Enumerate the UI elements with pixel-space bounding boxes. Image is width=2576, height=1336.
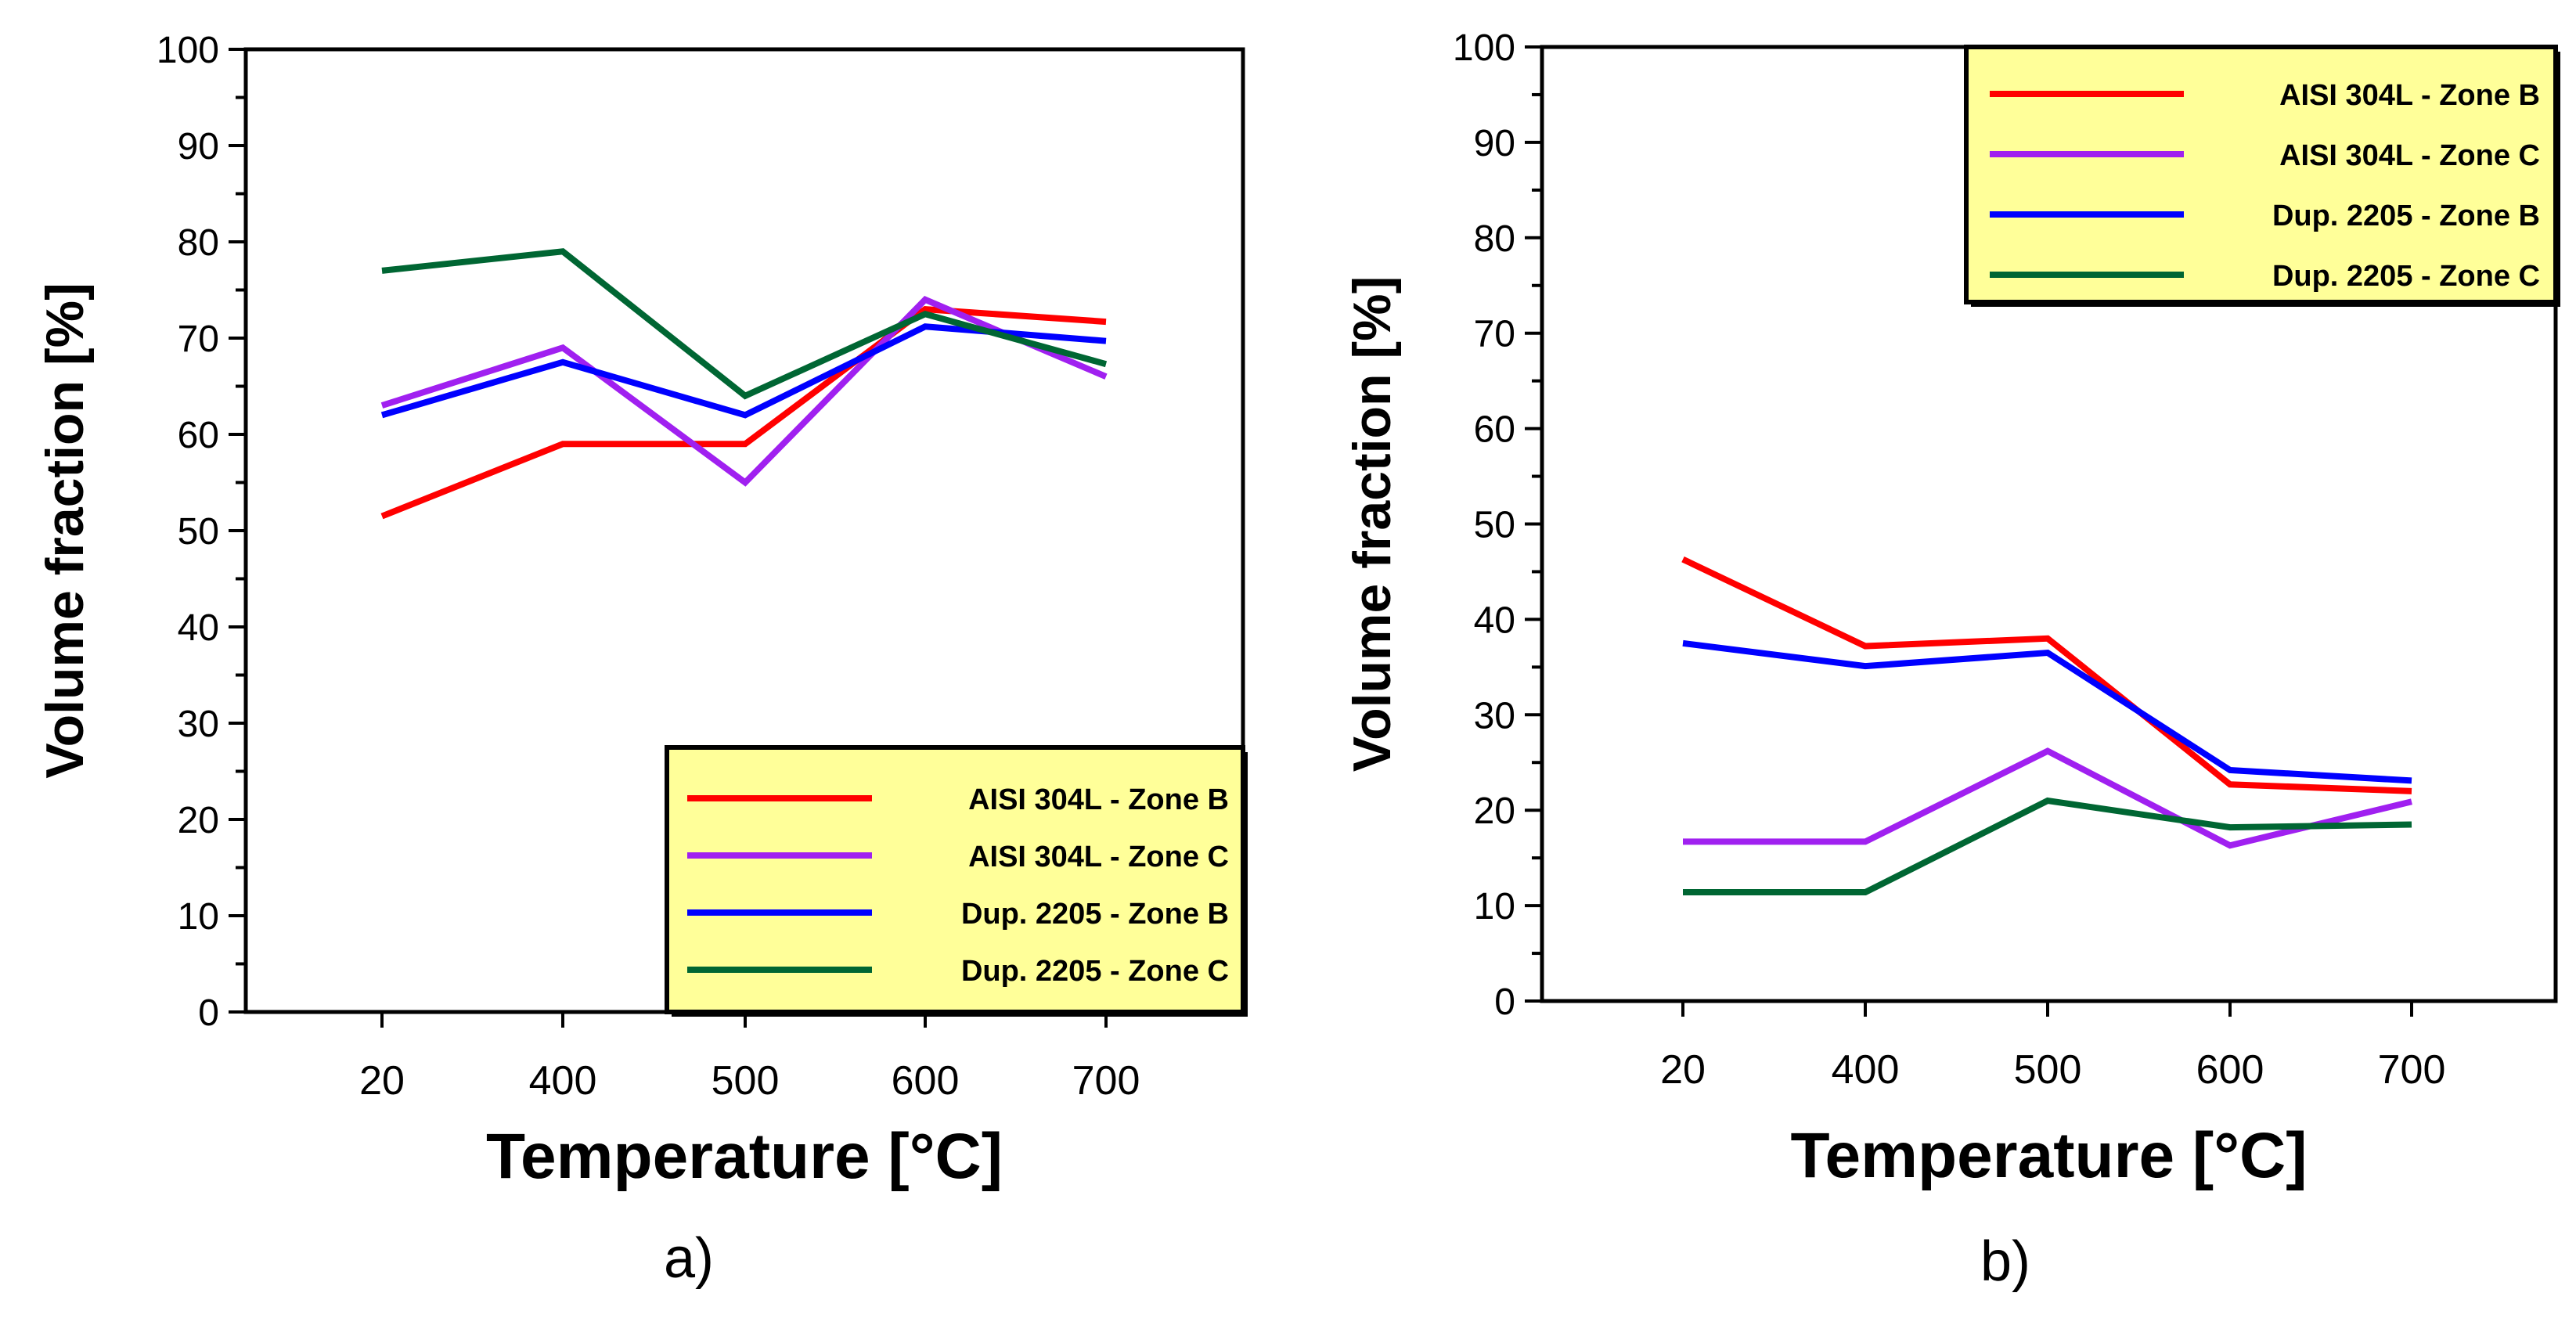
x-tick-label: 400 [1832,1047,1900,1093]
series-line [1681,556,2412,794]
panel-label: b) [1980,1230,2030,1293]
legend-entry: AISI 304L - Zone C [2279,139,2540,172]
y-tick-label: 0 [198,992,219,1034]
series-line [1683,797,2412,896]
legend-entry: Dup. 2205 - Zone C [961,955,1229,988]
x-tick-label: 500 [712,1058,780,1104]
y-tick-label: 30 [1474,695,1515,736]
x-axis-title: Temperature [°C] [486,1121,1003,1192]
y-tick-label: 30 [178,704,219,745]
series-aisi-304l-zone-c [380,296,1108,487]
y-tick-label: 90 [1474,123,1515,164]
series-line [1682,639,2412,784]
y-tick-label: 50 [178,511,219,553]
chart-panel-b: 0 10 20 30 40 50 60 70 80 90 100 20 400 500 600 700 Temp… [1342,27,2560,1293]
x-tick-label: 700 [1072,1058,1140,1104]
legend-box [1964,45,2558,304]
legend-entry: Dup. 2205 - Zone B [2272,200,2540,232]
series-aisi-304l-zone-b [380,306,1107,520]
y-tick-label: 20 [1474,790,1515,832]
legend-entry: AISI 304L - Zone B [968,783,1229,816]
x-tick-label: 700 [2378,1047,2446,1093]
series-aisi-304l-zone-b [1681,556,2412,794]
y-tick-label: 90 [178,126,219,167]
series-line [380,296,1108,487]
legend-entry: AISI 304L - Zone C [968,841,1229,873]
panel-label: a) [664,1227,714,1290]
y-tick-label: 70 [1474,314,1515,355]
y-tick-label: 70 [178,319,219,360]
y-tick-label: 20 [178,800,219,841]
series-dup-2205-zone-b [1682,639,2412,784]
series-dup-2205-zone-c [381,248,1108,400]
y-tick-label: 40 [178,607,219,649]
x-tick-label: 500 [2014,1047,2082,1093]
y-axis-title: Volume fraction [%] [1342,276,1402,772]
legend: AISI 304L - Zone B AISI 304L - Zone C Dup.… [665,745,1248,1017]
y-tick-label: 60 [178,415,219,456]
y-tick-label: 0 [1494,981,1515,1023]
y-tick-label: 80 [1474,218,1515,260]
y-tick-label: 100 [1453,27,1515,69]
y-tick-label: 10 [1474,886,1515,927]
series-dup-2205-zone-c [1683,797,2412,896]
x-tick-label: 600 [2196,1047,2264,1093]
legend-entry: Dup. 2205 - Zone B [961,898,1229,931]
x-tick-label: 20 [1660,1047,1706,1093]
x-axis-title: Temperature [°C] [1790,1120,2307,1191]
legend: AISI 304L - Zone B AISI 304L - Zone C Dup.… [1964,45,2560,307]
y-tick-label: 10 [178,896,219,938]
y-axis-title: Volume fraction [%] [35,283,95,778]
series-line [1683,747,2412,849]
chart-panel-a: 0 10 20 30 40 50 60 70 80 90 100 20 400 500 600 700 Temp… [35,30,1248,1290]
legend-entry: AISI 304L - Zone B [2279,79,2540,112]
y-tick-label: 50 [1474,505,1515,546]
legend-entry: Dup. 2205 - Zone C [2272,260,2540,293]
y-tick-label: 60 [1474,409,1515,451]
y-tick-label: 80 [178,222,219,264]
y-tick-label: 100 [157,30,219,71]
x-tick-label: 600 [892,1058,960,1104]
series-line [381,248,1108,400]
x-tick-label: 20 [359,1058,405,1104]
series-aisi-304l-zone-c [1683,747,2412,849]
x-tick-label: 400 [529,1058,597,1104]
series-line [380,306,1107,520]
y-tick-label: 40 [1474,600,1515,641]
